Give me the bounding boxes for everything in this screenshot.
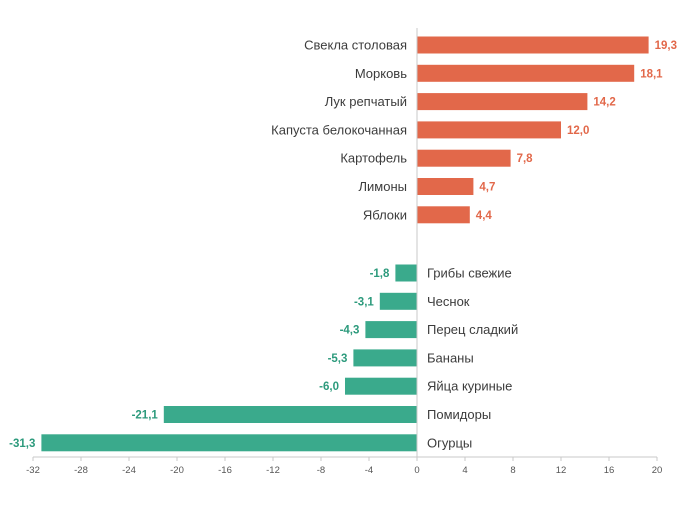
bar-0-3 [417,121,561,139]
category-label-0-6: Яблоки [363,207,407,222]
bar-1-3 [353,349,417,367]
x-tick-label-5: -12 [266,465,280,476]
x-tick-label-9: 4 [462,465,467,476]
value-label-0-2: 14,2 [593,97,615,109]
category-label-1-1: Чеснок [427,294,470,309]
x-tick-label-10: 8 [510,465,515,476]
value-label-1-4: -6,0 [319,381,339,393]
category-label-0-0: Свекла столовая [304,38,407,53]
category-label-1-2: Перец сладкий [427,322,518,337]
value-label-1-6: -31,3 [9,438,35,450]
bar-1-2 [365,321,417,339]
value-label-1-0: -1,8 [370,268,390,280]
bar-0-5 [417,178,474,195]
category-label-1-5: Помидоры [427,407,491,422]
category-label-1-6: Огурцы [427,435,472,450]
value-label-1-5: -21,1 [132,410,159,422]
category-label-0-5: Лимоны [359,179,407,194]
value-label-0-3: 12,0 [567,125,589,137]
bar-0-0 [417,36,649,54]
bar-1-4 [345,377,417,395]
x-tick-label-4: -16 [218,465,232,476]
x-tick-label-0: -32 [26,465,40,476]
value-label-0-0: 19,3 [655,40,677,52]
x-tick-label-1: -28 [74,465,88,476]
x-tick-label-13: 20 [652,465,663,476]
x-tick-label-2: -24 [122,465,136,476]
value-label-0-1: 18,1 [640,68,663,80]
bar-1-1 [379,292,417,310]
bar-0-6 [417,206,470,224]
x-tick-label-12: 16 [604,465,615,476]
labels-layer: Свекла столовая 19,3 Морковь 18,1 Лук репчат… [9,38,677,451]
bar-1-5 [163,406,417,423]
category-label-0-1: Морковь [355,66,407,81]
x-tick-label-8: 0 [414,465,419,476]
value-label-1-1: -3,1 [354,296,374,308]
category-label-0-2: Лук репчатый [325,94,407,109]
category-label-0-4: Картофель [340,151,407,166]
bar-1-6 [41,434,418,452]
x-tick-label-6: -8 [317,465,325,476]
bar-1-0 [395,264,417,282]
x-tick-label-7: -4 [365,465,373,476]
x-tick-label-11: 12 [556,465,567,476]
bar-0-4 [417,149,511,167]
bar-0-2 [417,93,588,111]
x-tick-label-3: -20 [170,465,184,476]
value-label-1-2: -4,3 [340,325,360,337]
category-label-1-0: Грибы свежие [427,266,512,281]
category-label-1-4: Яйца куриные [427,379,512,394]
value-label-0-5: 4,7 [479,182,495,194]
value-label-1-3: -5,3 [328,353,348,365]
value-label-0-4: 7,8 [517,153,534,165]
category-label-0-3: Капуста белокочанная [271,122,407,137]
bar-0-1 [417,64,635,82]
value-label-0-6: 4,4 [476,210,493,222]
category-label-1-3: Бананы [427,350,474,365]
bars-layer [41,36,649,452]
x-axis: -32 -28 -24 -20 -16 -12 -8 -4 0 4 8 12 16 20 [26,28,662,476]
